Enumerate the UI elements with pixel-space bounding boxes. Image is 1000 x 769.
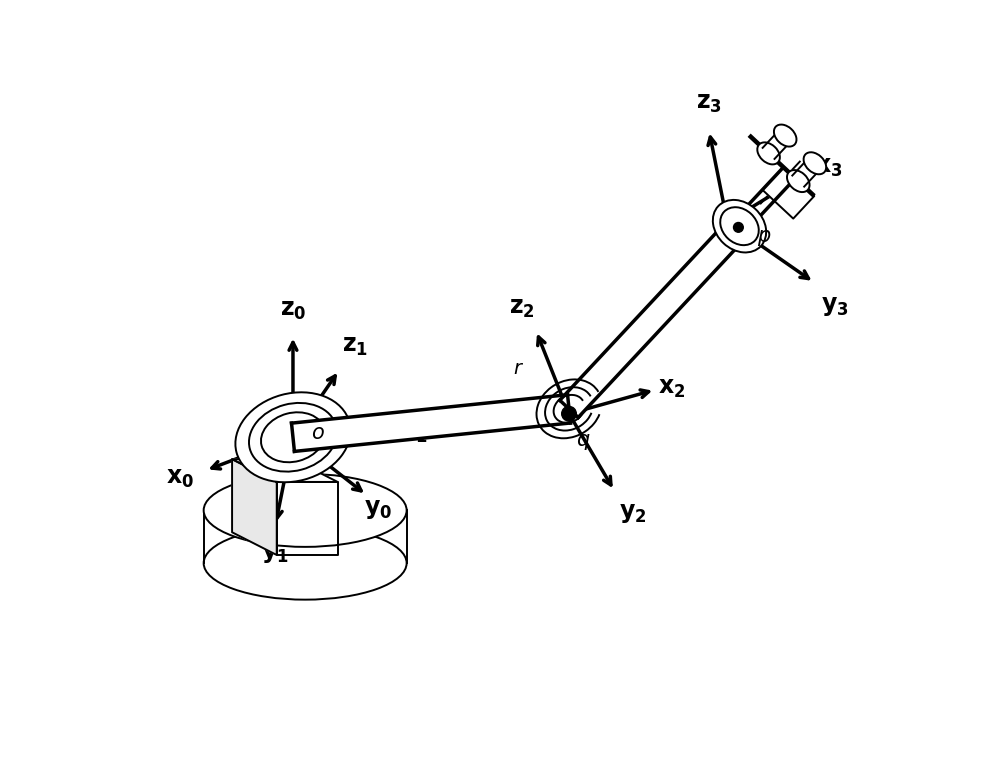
Ellipse shape bbox=[720, 207, 759, 245]
Text: $\mathbf{y_0}$: $\mathbf{y_0}$ bbox=[364, 497, 393, 521]
Text: $\mathbf{z_0}$: $\mathbf{z_0}$ bbox=[280, 298, 306, 322]
Circle shape bbox=[734, 222, 743, 232]
Text: $\mathbf{x_2}$: $\mathbf{x_2}$ bbox=[658, 376, 686, 400]
Ellipse shape bbox=[204, 474, 407, 547]
Text: $\mathbf{x_0}$: $\mathbf{x_0}$ bbox=[166, 466, 194, 490]
Text: $r$: $r$ bbox=[513, 359, 524, 378]
Ellipse shape bbox=[774, 125, 796, 147]
Text: $q$: $q$ bbox=[576, 431, 590, 451]
Circle shape bbox=[562, 407, 576, 421]
Text: $o$: $o$ bbox=[311, 423, 325, 443]
Text: $p$: $p$ bbox=[757, 228, 772, 248]
Text: $\mathbf{z_2}$: $\mathbf{z_2}$ bbox=[509, 296, 535, 321]
Text: $\mathbf{x_3}$: $\mathbf{x_3}$ bbox=[815, 155, 843, 179]
Ellipse shape bbox=[713, 200, 766, 252]
Polygon shape bbox=[560, 218, 749, 418]
Ellipse shape bbox=[249, 403, 337, 471]
Ellipse shape bbox=[261, 412, 325, 462]
Text: $\mathbf{z_3}$: $\mathbf{z_3}$ bbox=[696, 91, 723, 115]
Text: $\mathbf{y_3}$: $\mathbf{y_3}$ bbox=[821, 294, 848, 318]
Text: $\mathbf{x_1}$: $\mathbf{x_1}$ bbox=[400, 421, 428, 445]
Ellipse shape bbox=[204, 527, 407, 600]
Ellipse shape bbox=[787, 170, 810, 192]
Polygon shape bbox=[762, 167, 814, 218]
Ellipse shape bbox=[804, 152, 826, 175]
Ellipse shape bbox=[235, 392, 351, 482]
Text: $\mathbf{y_1}$: $\mathbf{y_1}$ bbox=[261, 541, 289, 565]
Text: $\mathbf{z_1}$: $\mathbf{z_1}$ bbox=[342, 334, 368, 358]
Polygon shape bbox=[232, 459, 277, 555]
Text: $\mathbf{y_2}$: $\mathbf{y_2}$ bbox=[619, 501, 647, 525]
Polygon shape bbox=[292, 394, 570, 451]
Ellipse shape bbox=[757, 142, 780, 165]
Polygon shape bbox=[232, 459, 338, 482]
